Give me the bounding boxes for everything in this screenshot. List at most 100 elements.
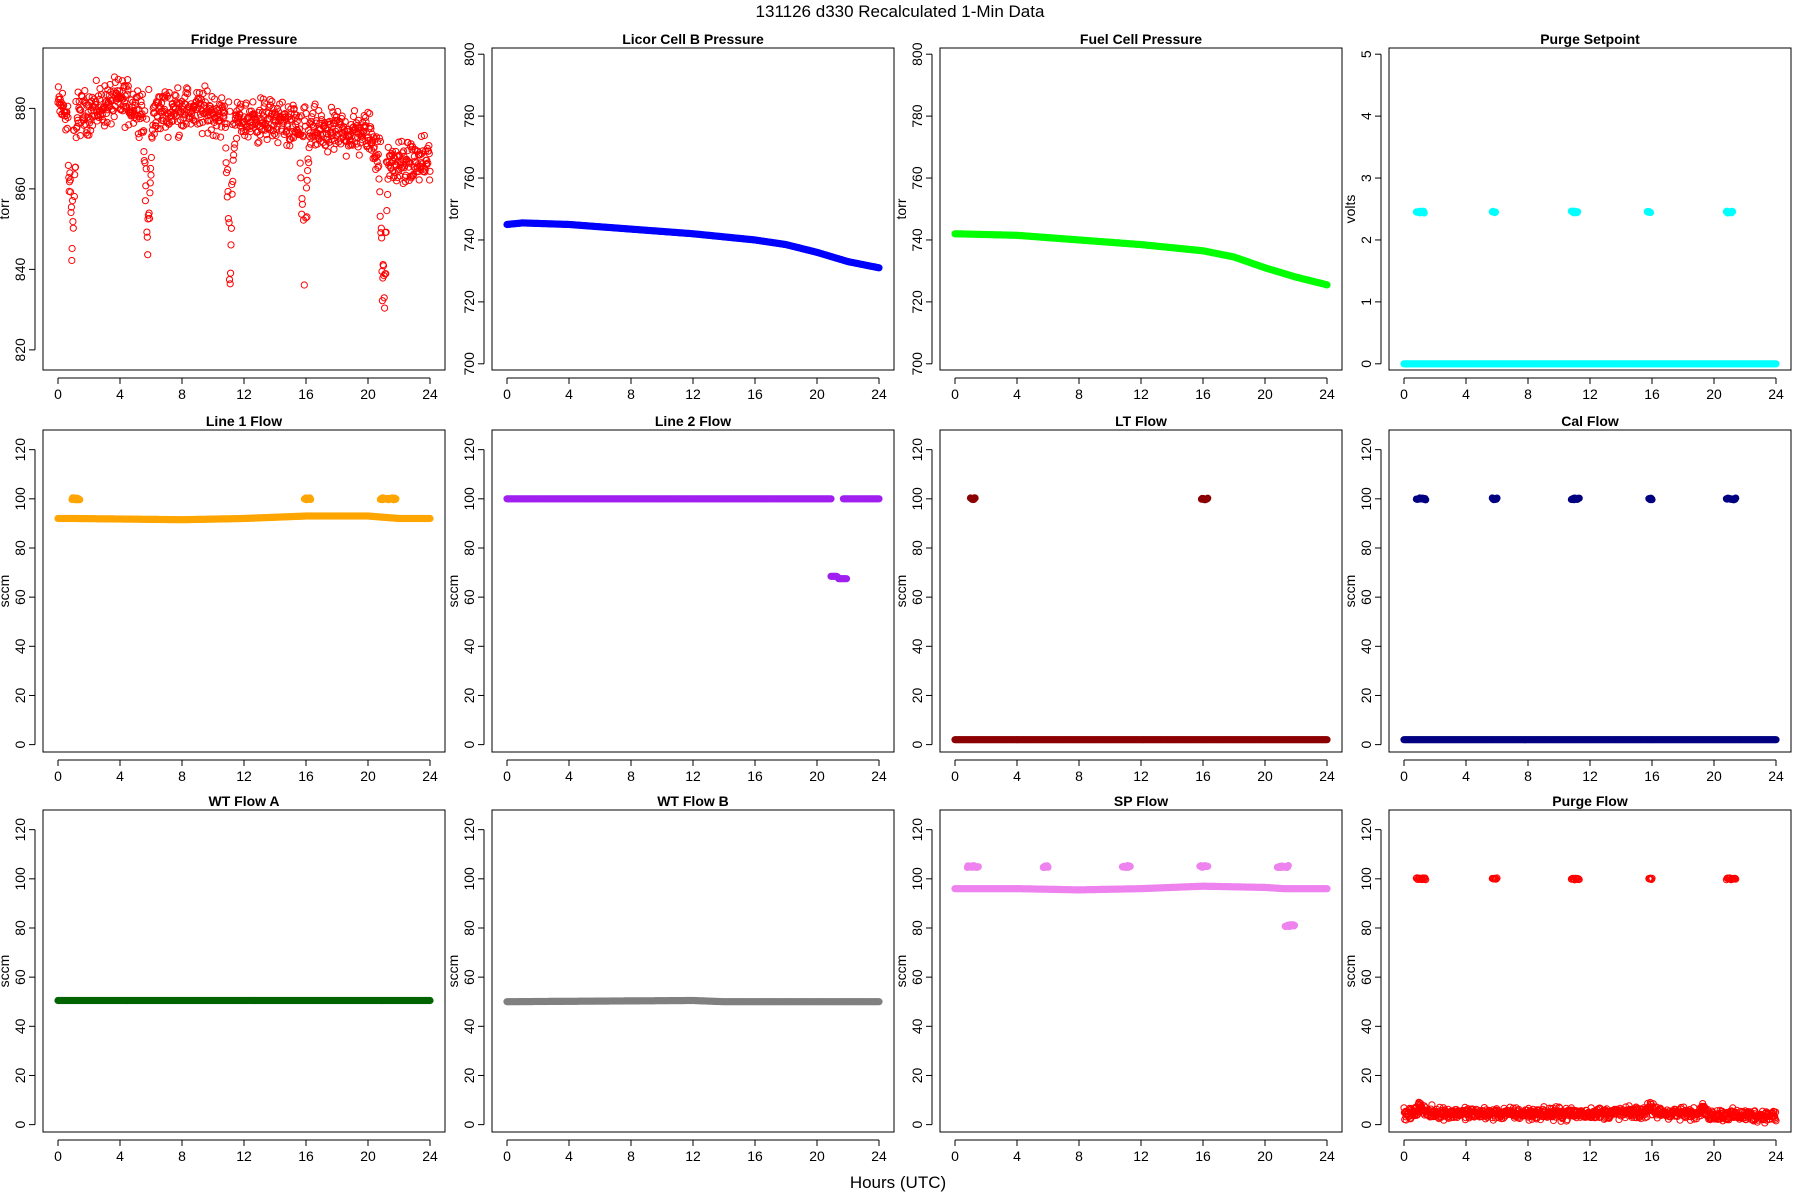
y-tick-label: 0 <box>12 741 28 749</box>
data-point <box>94 92 103 100</box>
data-point <box>425 142 433 150</box>
y-tick-label: 40 <box>461 1018 477 1034</box>
data-point <box>1493 494 1501 502</box>
data-point <box>1772 360 1780 368</box>
x-tick-label: 20 <box>360 768 376 784</box>
data-point <box>230 144 238 152</box>
x-tick-label: 16 <box>298 768 314 784</box>
data-point <box>974 863 982 871</box>
data-point <box>223 120 231 128</box>
x-tick-label: 24 <box>1319 768 1335 784</box>
data-point <box>196 119 204 127</box>
data-point <box>400 147 408 155</box>
data-point <box>305 132 314 141</box>
x-tick-label: 16 <box>747 1148 763 1164</box>
data-point <box>114 75 122 84</box>
x-tick-label: 24 <box>422 1148 438 1164</box>
x-tick-label: 4 <box>1013 386 1021 402</box>
data-point <box>283 141 291 149</box>
x-tick-label: 20 <box>809 1148 825 1164</box>
data-point <box>426 996 434 1005</box>
data-point <box>142 182 150 190</box>
data-point <box>219 112 227 120</box>
data-point <box>187 110 196 118</box>
data-point <box>211 95 219 103</box>
data-point <box>183 90 192 98</box>
panel-title: SP Flow <box>1114 793 1168 809</box>
data-point <box>1323 281 1331 289</box>
data-point <box>375 162 383 170</box>
data-point <box>304 155 312 163</box>
plot-frame <box>1388 47 1792 371</box>
data-point <box>141 197 149 205</box>
x-tick-label: 4 <box>565 768 573 784</box>
y-tick-label: 100 <box>461 487 477 511</box>
x-tick-label: 16 <box>1195 768 1211 784</box>
x-tick-label: 4 <box>1013 768 1021 784</box>
data-point <box>1491 208 1500 216</box>
data-point <box>318 130 327 138</box>
data-point <box>425 150 433 158</box>
y-tick-label: 80 <box>12 920 28 936</box>
data-point <box>227 241 235 249</box>
data-point <box>1574 208 1582 216</box>
x-axis: 0 4 8 12 16 20 24 <box>54 377 438 402</box>
y-tick-label: 20 <box>461 687 477 703</box>
data-point <box>110 113 118 121</box>
y-tick-label: 20 <box>12 1067 28 1083</box>
data-point <box>274 139 282 147</box>
x-axis: 0 4 8 12 16 20 24 <box>951 377 1335 402</box>
data-point <box>329 108 337 116</box>
x-tick-label: 24 <box>871 768 887 784</box>
data-point <box>303 213 311 221</box>
x-tick-label: 4 <box>1013 1148 1021 1164</box>
data-point <box>147 171 155 179</box>
data-point <box>58 89 67 97</box>
data-point <box>107 120 115 128</box>
data-point <box>417 132 425 140</box>
x-tick-label: 0 <box>503 768 511 784</box>
x-tick-label: 16 <box>1644 386 1660 402</box>
data-points <box>54 996 434 1005</box>
data-point <box>269 104 277 112</box>
data-point <box>308 113 316 121</box>
data-points <box>54 494 434 524</box>
data-point <box>66 169 74 177</box>
data-point <box>142 165 150 173</box>
y-tick-label: 880 <box>12 96 28 120</box>
data-point <box>64 113 72 122</box>
y-axis-label: sccm <box>1342 575 1358 608</box>
data-point <box>266 96 274 104</box>
data-point <box>298 200 306 208</box>
data-point <box>233 98 241 107</box>
data-point <box>224 215 232 223</box>
x-tick-label: 24 <box>871 1148 887 1164</box>
data-points <box>1400 494 1780 744</box>
data-point <box>309 109 317 118</box>
data-point <box>330 145 338 153</box>
plot-frame <box>42 809 446 1133</box>
x-tick-label: 0 <box>503 386 511 402</box>
panel-title: Line 2 Flow <box>655 413 731 429</box>
data-point <box>70 192 79 201</box>
y-tick-label: 100 <box>1358 487 1374 511</box>
data-point <box>842 575 851 583</box>
data-point <box>80 114 88 122</box>
data-point <box>62 126 70 134</box>
data-point <box>380 294 388 302</box>
panel-title: WT Flow B <box>657 793 729 809</box>
y-axis-label: sccm <box>0 955 12 988</box>
x-tick-label: 24 <box>1768 386 1784 402</box>
y-tick-label: 740 <box>461 228 477 252</box>
data-points <box>503 495 883 583</box>
y-tick-label: 0 <box>909 741 925 749</box>
x-axis: 0 4 8 12 16 20 24 <box>54 759 438 784</box>
data-point <box>156 125 164 133</box>
x-tick-label: 8 <box>627 1148 635 1164</box>
data-point <box>303 176 311 184</box>
data-point <box>97 91 106 99</box>
